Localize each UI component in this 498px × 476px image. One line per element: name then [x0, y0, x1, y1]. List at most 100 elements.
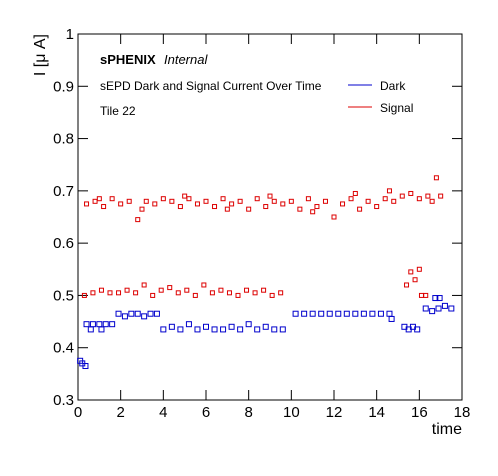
point	[135, 217, 141, 223]
point	[92, 198, 98, 204]
point	[318, 310, 325, 317]
point	[96, 196, 102, 202]
point	[288, 198, 294, 204]
point	[109, 321, 116, 328]
subtitle: Tile 22	[100, 104, 136, 118]
point	[386, 310, 393, 317]
point	[404, 282, 410, 288]
y-tick-label: 0.5	[53, 287, 74, 304]
point	[326, 310, 333, 317]
point	[310, 209, 316, 215]
point	[382, 196, 388, 202]
point	[212, 204, 218, 210]
point	[133, 290, 139, 296]
y-tick-label: 0.8	[53, 131, 74, 148]
point	[322, 198, 328, 204]
point	[340, 201, 346, 207]
x-tick-label: 6	[202, 404, 210, 421]
point	[220, 326, 227, 333]
y-tick-label: 0.3	[53, 392, 74, 409]
point	[261, 287, 267, 293]
point	[150, 292, 156, 298]
point	[278, 290, 284, 296]
point	[134, 310, 141, 317]
point	[305, 196, 311, 202]
point	[128, 310, 135, 317]
point	[301, 310, 308, 317]
point	[360, 310, 367, 317]
point	[271, 326, 278, 333]
point	[237, 198, 243, 204]
point	[160, 326, 167, 333]
x-tick-label: 2	[116, 404, 124, 421]
x-tick-label: 10	[283, 404, 300, 421]
point	[343, 310, 350, 317]
point	[335, 310, 342, 317]
y-tick-label: 0.6	[53, 235, 74, 252]
point	[425, 193, 431, 199]
point	[429, 198, 435, 204]
point	[429, 308, 436, 315]
point	[107, 290, 113, 296]
point	[423, 292, 429, 298]
point	[245, 321, 252, 328]
point	[267, 193, 273, 199]
point	[416, 266, 422, 272]
point	[194, 326, 201, 333]
x-tick-label: 8	[244, 404, 252, 421]
point	[102, 321, 109, 328]
x-tick-label: 12	[326, 404, 343, 421]
x-tick-label: 18	[454, 404, 471, 421]
point	[228, 323, 235, 330]
point	[237, 326, 244, 333]
point	[87, 326, 94, 333]
point	[292, 310, 299, 317]
point	[124, 287, 130, 293]
point	[374, 204, 380, 210]
point	[98, 326, 105, 333]
point	[220, 196, 226, 202]
point	[175, 290, 181, 296]
point	[357, 206, 363, 212]
point	[352, 310, 359, 317]
point	[177, 326, 184, 333]
legend-label: Dark	[380, 79, 406, 93]
point	[141, 313, 148, 320]
point	[203, 323, 209, 330]
point	[331, 214, 337, 220]
point	[194, 201, 200, 207]
y-tick-label: 1	[66, 26, 74, 43]
point	[422, 305, 429, 312]
point	[408, 269, 414, 275]
point	[235, 292, 241, 298]
plot-frame	[77, 33, 463, 401]
point	[365, 198, 371, 204]
point	[279, 326, 286, 333]
point	[226, 290, 232, 296]
point	[399, 193, 405, 199]
point	[209, 290, 215, 296]
point	[432, 295, 439, 302]
x-axis-title: time	[432, 421, 462, 438]
point	[201, 282, 207, 288]
point	[244, 287, 250, 293]
point	[269, 292, 275, 298]
point	[263, 204, 269, 210]
point	[436, 295, 443, 302]
point	[352, 190, 358, 196]
point	[416, 196, 422, 202]
point	[348, 196, 354, 202]
point	[224, 206, 230, 212]
point	[192, 292, 198, 298]
point	[96, 321, 103, 328]
point	[414, 326, 421, 333]
point	[254, 326, 261, 333]
brand-note: Internal	[164, 52, 208, 67]
point	[218, 287, 224, 293]
point	[115, 310, 122, 317]
point	[182, 193, 188, 199]
x-tick-label: 0	[74, 404, 82, 421]
point	[435, 305, 442, 312]
point	[167, 285, 173, 291]
